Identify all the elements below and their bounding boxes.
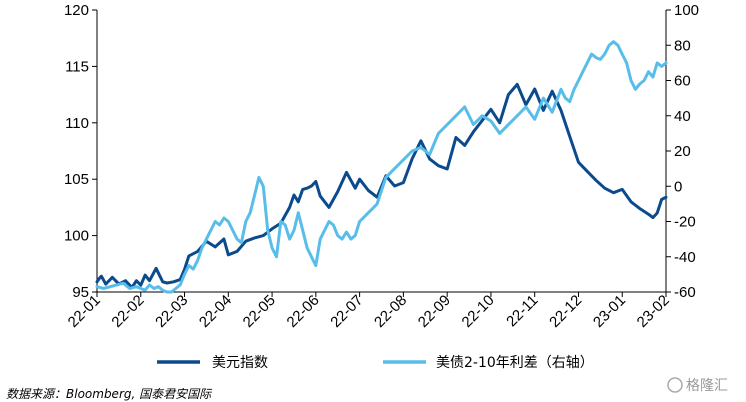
left-tick-label: 120 bbox=[64, 2, 89, 19]
x-tick-label: 22-05 bbox=[240, 292, 279, 331]
right-tick-label: -40 bbox=[674, 249, 696, 266]
right-tick-label: -20 bbox=[674, 214, 696, 231]
right-y-axis: -60 -40 -20 0 20 40 60 80 100 bbox=[666, 2, 699, 301]
legend-label-usd-index: 美元指数 bbox=[212, 355, 268, 371]
x-tick-label: 22-07 bbox=[327, 292, 366, 331]
legend-label-yield-spread: 美债2-10年利差（右轴） bbox=[436, 355, 594, 371]
left-tick-label: 115 bbox=[65, 58, 89, 75]
right-tick-label: 60 bbox=[674, 73, 691, 90]
right-tick-label: 100 bbox=[674, 2, 699, 19]
x-tick-label: 23-02 bbox=[634, 292, 673, 331]
x-tick-label: 22-10 bbox=[459, 292, 498, 331]
x-tick-label: 22-06 bbox=[284, 292, 323, 331]
source-note: 数据来源：Bloomberg, 国泰君安国际 bbox=[6, 387, 213, 401]
left-tick-label: 100 bbox=[64, 228, 89, 245]
right-tick-label: 20 bbox=[674, 143, 691, 160]
watermark-logo-icon bbox=[667, 377, 683, 393]
x-tick-label: 22-04 bbox=[196, 292, 235, 331]
left-tick-label: 95 bbox=[72, 284, 89, 301]
right-tick-label: 40 bbox=[674, 108, 691, 125]
x-tick-label: 22-08 bbox=[371, 292, 410, 331]
x-tick-label: 22-03 bbox=[152, 292, 191, 331]
series-line-usd-index bbox=[95, 82, 668, 289]
series-layer bbox=[95, 40, 668, 294]
left-y-axis: 95 100 105 110 115 120 bbox=[64, 2, 97, 301]
x-tick-label: 22-02 bbox=[108, 292, 147, 331]
legend: 美元指数 美债2-10年利差（右轴） bbox=[157, 355, 594, 371]
x-tick-label: 22-12 bbox=[546, 292, 585, 331]
x-tick-label: 22-11 bbox=[503, 292, 541, 330]
left-tick-label: 110 bbox=[65, 115, 89, 132]
x-axis: 22-01 22-02 22-03 22-04 22-05 22-06 22-07 22-08… bbox=[65, 292, 673, 331]
right-tick-label: 80 bbox=[674, 37, 691, 54]
right-tick-label: 0 bbox=[674, 178, 682, 195]
series-line-yield-spread bbox=[95, 40, 668, 294]
left-tick-label: 105 bbox=[64, 171, 89, 188]
right-tick-label: -60 bbox=[674, 284, 696, 301]
watermark: 格隆汇 bbox=[667, 377, 728, 394]
x-tick-label: 22-09 bbox=[415, 292, 454, 331]
watermark-text: 格隆汇 bbox=[686, 378, 728, 394]
plot-frame bbox=[96, 10, 667, 293]
x-tick-label: 23-01 bbox=[590, 292, 629, 331]
